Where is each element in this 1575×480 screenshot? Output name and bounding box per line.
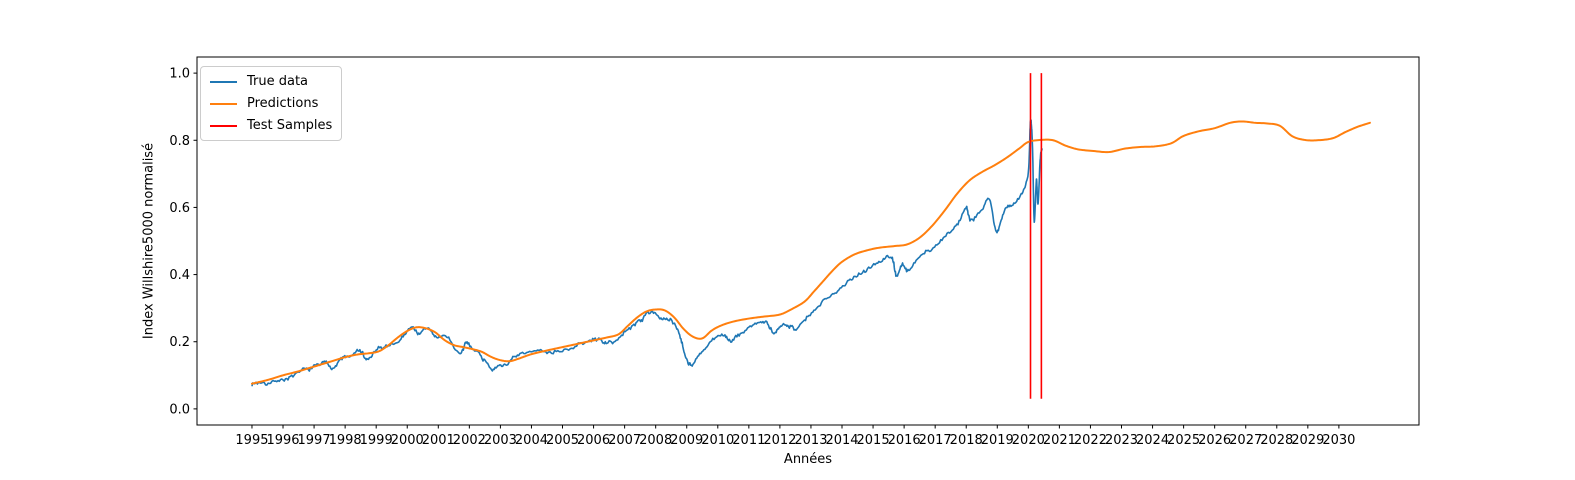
legend-entry-test-samples: Test Samples (210, 116, 332, 135)
legend-label: Test Samples (247, 118, 333, 133)
x-axis-label: Années (783, 452, 833, 467)
x-tick-label: 1997 (298, 433, 331, 448)
x-axis-ticks: 1995199619971998199920002001200220032004… (235, 425, 1355, 448)
x-tick-label: 2028 (1260, 433, 1293, 448)
x-tick-label: 2011 (732, 433, 765, 448)
legend-entry-predictions: Predictions (210, 94, 332, 113)
x-tick-label: 2024 (1136, 433, 1169, 448)
y-tick-label: 0.4 (169, 268, 190, 283)
x-tick-label: 2007 (608, 433, 641, 448)
axes-spines (196, 56, 1420, 426)
x-tick-label: 2014 (825, 433, 858, 448)
x-tick-label: 2013 (794, 433, 827, 448)
legend-line-swatch (210, 102, 237, 105)
x-tick-label: 2001 (422, 433, 455, 448)
legend-line-swatch (210, 80, 237, 83)
x-tick-label: 1999 (360, 433, 393, 448)
y-tick-label: 0.8 (169, 134, 190, 149)
y-tick-label: 1.0 (169, 67, 190, 82)
x-tick-label: 2018 (950, 433, 983, 448)
x-tick-label: 2005 (546, 433, 579, 448)
x-tick-label: 2029 (1291, 433, 1324, 448)
x-tick-label: 1996 (266, 433, 299, 448)
x-tick-label: 2026 (1198, 433, 1231, 448)
x-tick-label: 2010 (701, 433, 734, 448)
x-tick-label: 2002 (453, 433, 486, 448)
x-tick-label: 2006 (577, 433, 610, 448)
x-tick-label: 2012 (763, 433, 796, 448)
series-predictions (250, 120, 1371, 385)
legend-line-swatch (210, 124, 237, 127)
x-tick-label: 2027 (1229, 433, 1262, 448)
x-tick-label: 2008 (639, 433, 672, 448)
x-tick-label: 2017 (919, 433, 952, 448)
legend-label: True data (247, 74, 309, 89)
y-tick-label: 0.0 (169, 402, 190, 417)
x-tick-label: 2015 (857, 433, 890, 448)
y-tick-label: 0.2 (169, 335, 190, 350)
x-tick-label: 1998 (329, 433, 362, 448)
x-tick-label: 2020 (1012, 433, 1045, 448)
x-tick-label: 2025 (1167, 433, 1200, 448)
y-tick-label: 0.6 (169, 201, 190, 216)
legend: True data Predictions Test Samples (200, 66, 343, 141)
x-tick-label: 2021 (1043, 433, 1076, 448)
x-tick-label: 2009 (670, 433, 703, 448)
x-tick-label: 2022 (1074, 433, 1107, 448)
y-axis-label: Index Willshire5000 normalisé (141, 142, 157, 340)
x-tick-label: 2004 (515, 433, 548, 448)
x-tick-label: 2016 (888, 433, 921, 448)
plot-series-group (250, 73, 1371, 399)
legend-entry-true-data: True data (210, 72, 332, 91)
x-tick-label: 2030 (1322, 433, 1355, 448)
x-tick-label: 2000 (391, 433, 424, 448)
series-true-data (251, 119, 1043, 387)
x-tick-label: 2023 (1105, 433, 1138, 448)
legend-label: Predictions (247, 96, 319, 111)
y-axis-ticks: 0.0 0.2 0.4 0.6 0.8 1.0 (169, 67, 197, 417)
x-tick-label: 1995 (235, 433, 268, 448)
x-tick-label: 2003 (484, 433, 517, 448)
x-tick-label: 2019 (981, 433, 1014, 448)
